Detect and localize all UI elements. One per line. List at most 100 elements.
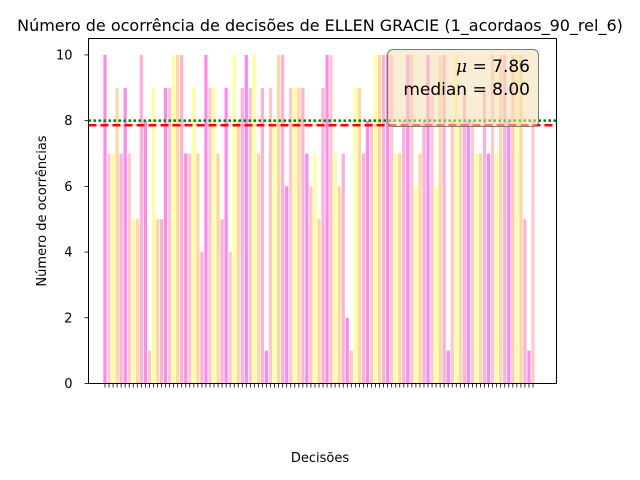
bar: [260, 87, 265, 384]
bar: [325, 54, 329, 384]
y-axis-group: 0 2 4 6 8 10: [56, 48, 89, 392]
bar: [184, 153, 188, 384]
bar: [147, 350, 152, 384]
bar: [200, 252, 204, 384]
bars-group: [103, 54, 535, 384]
bar: [208, 87, 212, 384]
bar: [446, 350, 450, 384]
bar: [127, 153, 131, 384]
bar: [216, 153, 220, 384]
bar: [107, 153, 111, 384]
bar: [373, 54, 378, 384]
bar: [135, 219, 139, 384]
bar: [305, 153, 309, 384]
bar: [252, 54, 257, 384]
bar: [313, 153, 317, 384]
bar: [491, 54, 495, 384]
bar: [410, 54, 414, 384]
bar: [119, 153, 123, 384]
bar: [212, 87, 216, 384]
y-tick-label: 0: [64, 377, 72, 392]
bar: [386, 54, 390, 384]
bar: [341, 153, 345, 384]
x-ticks-group: [104, 383, 534, 388]
bar: [176, 54, 180, 384]
bar: [317, 219, 321, 384]
bar: [515, 54, 519, 384]
bar: [281, 54, 285, 384]
bar: [321, 87, 325, 384]
bar: [426, 54, 430, 384]
plot-frame: [88, 38, 557, 384]
y-tick-label: 2: [64, 311, 72, 326]
bar: [103, 54, 107, 384]
bar: [482, 87, 487, 384]
bar: [188, 153, 192, 384]
bar: [398, 153, 402, 384]
bar: [228, 252, 232, 384]
x-axis-label: Decisões: [291, 451, 349, 466]
bar: [349, 350, 353, 384]
bar: [503, 54, 507, 384]
bar: [268, 87, 273, 384]
bar: [474, 153, 479, 384]
bar: [381, 54, 386, 384]
bar: [155, 219, 160, 384]
bar: [196, 153, 200, 384]
bar: [438, 54, 442, 384]
bar: [204, 54, 208, 384]
bar: [442, 54, 446, 384]
y-tick-label: 6: [64, 180, 72, 195]
bar: [244, 54, 248, 384]
bar: [167, 87, 172, 384]
bar: [333, 153, 337, 384]
bar: [454, 54, 458, 384]
bar: [232, 54, 236, 384]
bar: [297, 87, 301, 384]
bar: [527, 350, 531, 384]
bar: [390, 54, 394, 384]
bar: [365, 120, 370, 384]
bar: [143, 120, 147, 384]
bar: [470, 120, 475, 384]
bar: [293, 87, 297, 384]
bar: [224, 87, 228, 384]
y-tick-label: 4: [64, 246, 72, 261]
bar: [289, 87, 293, 384]
bar: [531, 120, 535, 384]
bar: [240, 87, 244, 384]
bar: [406, 54, 410, 384]
bar: [220, 219, 224, 384]
y-axis-label: Número de ocorrências: [35, 135, 50, 286]
bar: [394, 153, 398, 384]
bar: [159, 219, 164, 384]
bar: [345, 317, 349, 384]
bar: [357, 87, 361, 384]
bar: [163, 87, 168, 384]
bar: [309, 186, 313, 384]
median-stat: median = 8.00: [403, 80, 530, 100]
bar: [377, 54, 382, 384]
bar: [462, 87, 466, 384]
bar: [430, 87, 434, 384]
chart-title: Número de ocorrência de decisões de ELLE…: [17, 16, 623, 36]
bar: [277, 54, 281, 384]
mean-stat-text: = 7.86: [467, 57, 530, 77]
bar: [353, 87, 357, 384]
bar: [466, 120, 471, 384]
bar: [115, 87, 119, 384]
bar: [236, 120, 240, 384]
stats-box: μ = 7.86 median = 8.00: [387, 49, 539, 127]
bar: [248, 87, 252, 384]
bar: [139, 54, 143, 384]
bar: [111, 153, 115, 384]
bar: [450, 120, 454, 384]
mean-symbol: μ: [456, 57, 468, 77]
bar: [495, 153, 499, 384]
bar: [369, 120, 374, 384]
bar: [434, 186, 438, 384]
bar: [414, 186, 418, 384]
bar: [131, 219, 135, 384]
bar: [192, 87, 196, 384]
